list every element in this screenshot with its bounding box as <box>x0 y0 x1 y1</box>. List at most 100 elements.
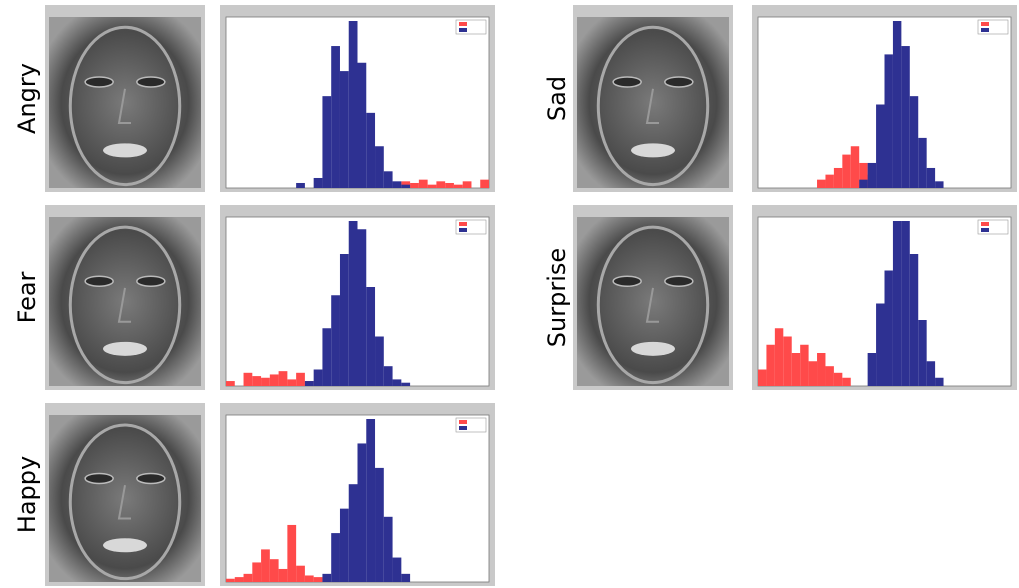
histogram-bar <box>287 524 297 582</box>
histogram-bar <box>884 270 893 386</box>
histogram-bar <box>817 179 826 188</box>
histogram-bar <box>808 361 818 386</box>
face-outline <box>68 423 182 581</box>
legend-box <box>455 219 487 235</box>
face-outline <box>596 225 710 385</box>
legend-swatch <box>981 228 989 232</box>
legend-swatch <box>459 228 467 232</box>
eye <box>84 275 114 287</box>
mouth <box>631 143 675 158</box>
histogram-bar <box>445 182 454 188</box>
histogram-bar <box>339 71 349 188</box>
histogram-bar <box>758 369 767 386</box>
histogram-bar <box>401 184 411 188</box>
histogram-bar <box>313 369 323 386</box>
histogram-bar <box>825 366 834 386</box>
face-photo <box>577 17 729 188</box>
face-image <box>573 5 733 192</box>
histogram-bar <box>252 562 262 582</box>
histogram-bar <box>884 54 893 189</box>
histogram-bar <box>859 179 868 188</box>
histogram-bar <box>278 568 288 582</box>
histogram-bar <box>427 184 437 188</box>
histogram-bar <box>383 171 393 188</box>
histogram-bar <box>850 146 860 188</box>
histogram-bar <box>918 320 927 386</box>
histogram-bar <box>892 21 902 188</box>
legend-swatch <box>981 222 989 226</box>
eye <box>664 76 694 88</box>
histogram-bar <box>331 533 340 582</box>
histogram-bar <box>401 382 411 386</box>
histogram-bar <box>892 221 902 386</box>
histogram-bar <box>226 578 235 582</box>
histogram-bar <box>357 62 367 188</box>
histogram-bar <box>304 381 314 386</box>
row-label: Surprise <box>543 248 571 347</box>
eye <box>136 76 166 88</box>
mouth <box>103 538 147 553</box>
histogram-bar <box>304 575 314 582</box>
histogram-bar <box>348 21 358 188</box>
mouth <box>631 341 675 356</box>
legend-box <box>455 417 487 433</box>
face-image <box>45 205 205 390</box>
histogram-bar <box>226 381 235 386</box>
legend-swatch <box>459 22 467 26</box>
nose <box>117 88 131 125</box>
legend-swatch <box>981 28 989 32</box>
legend-swatch <box>459 426 467 430</box>
histogram-bar <box>462 181 472 188</box>
histogram-bar <box>261 549 270 582</box>
eye <box>664 275 694 287</box>
histogram-bar <box>357 229 367 386</box>
histogram-bar <box>833 372 843 386</box>
histogram-bar <box>243 573 253 582</box>
legend-swatch <box>459 222 467 226</box>
legend-box <box>977 219 1009 235</box>
histogram-bar <box>867 353 877 386</box>
eye <box>612 275 642 287</box>
row-label: Sad <box>543 76 571 121</box>
histogram-bar <box>234 577 244 582</box>
histogram-bar <box>774 328 784 386</box>
histogram-bar <box>296 565 305 582</box>
face-photo <box>49 17 201 188</box>
histogram-bar <box>322 96 332 188</box>
eye <box>84 76 114 88</box>
histogram-bar <box>366 287 376 386</box>
eye <box>136 472 166 485</box>
histogram-bar <box>453 184 463 188</box>
histogram-bar <box>480 179 489 188</box>
histogram-bar <box>331 295 340 386</box>
histogram-bar <box>766 344 775 386</box>
nose <box>117 287 131 323</box>
histogram-bar <box>296 372 305 386</box>
eye <box>84 472 114 485</box>
histogram-bar <box>313 177 323 188</box>
histogram-bar <box>322 573 332 582</box>
histogram-bar <box>842 154 851 188</box>
legend-swatch <box>459 420 467 424</box>
histogram-bar <box>791 353 801 386</box>
histogram-bar <box>392 379 402 386</box>
histogram-bar <box>348 484 358 582</box>
face-image <box>573 205 733 390</box>
histogram-bar <box>817 353 826 386</box>
histogram-bar <box>243 372 253 386</box>
histogram-bar <box>918 137 927 188</box>
histogram-bar <box>287 379 297 386</box>
legend-swatch <box>981 22 989 26</box>
histogram-bar <box>252 376 262 386</box>
histogram-bar <box>876 303 885 386</box>
face-outline <box>68 25 182 187</box>
histogram-bar <box>800 344 809 386</box>
histogram-bar <box>278 371 288 386</box>
histogram-bar <box>926 361 936 386</box>
eye <box>136 275 166 287</box>
histogram-bar <box>833 167 843 188</box>
histogram-bar <box>901 221 910 386</box>
histogram-bar <box>935 377 944 386</box>
histogram-bar <box>383 516 393 582</box>
histogram-bar <box>859 162 868 188</box>
